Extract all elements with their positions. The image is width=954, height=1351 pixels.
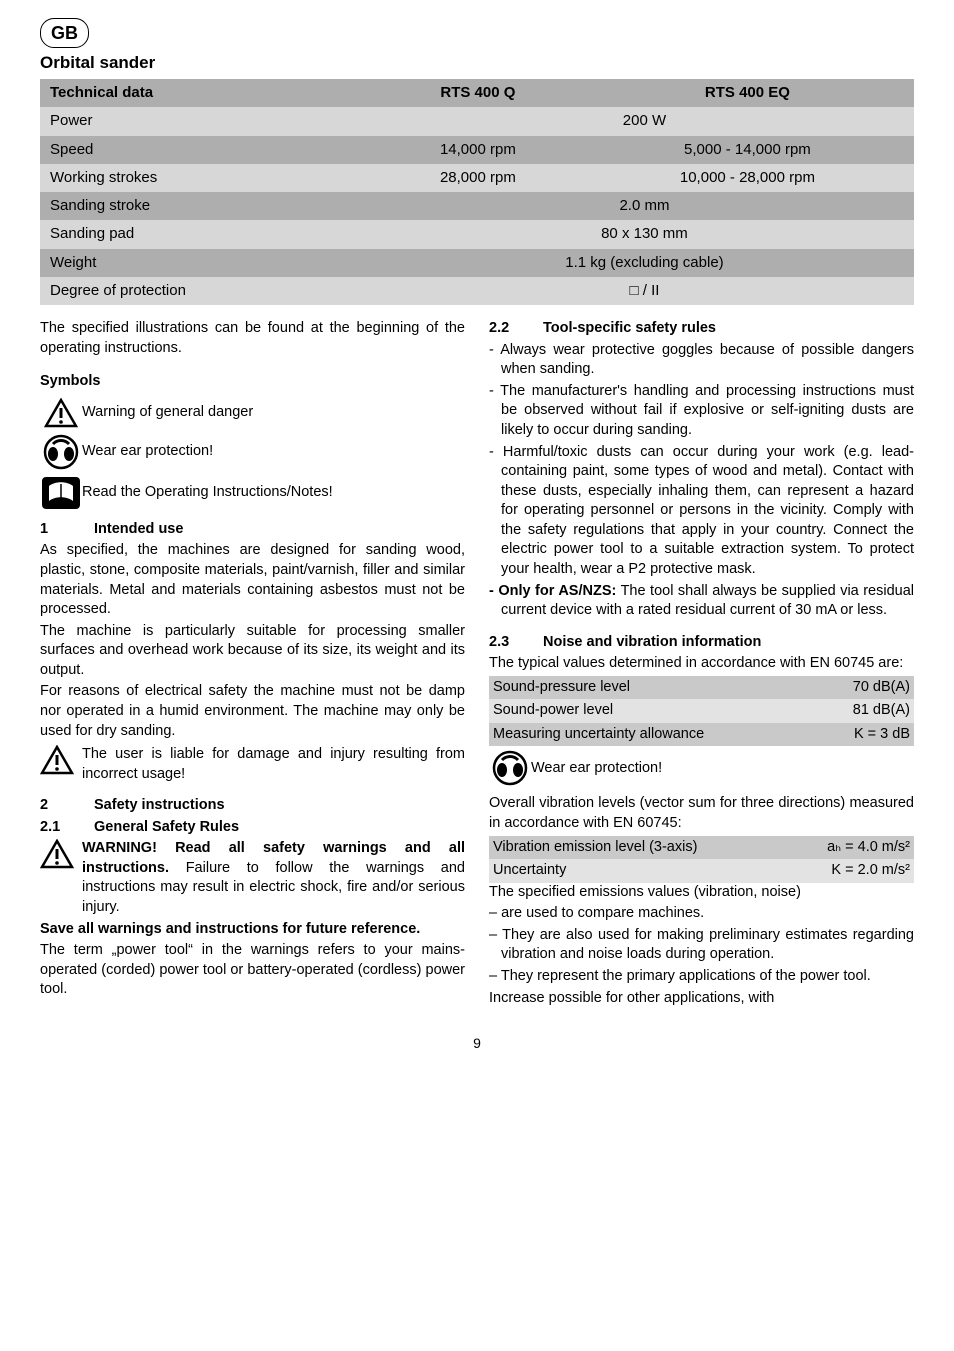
only-lead: - Only for AS/NZS: <box>489 583 616 599</box>
spec-row-value: 2.0 mm <box>375 192 914 220</box>
list-item: – are used to compare machines. <box>489 904 914 924</box>
spec-row-label: Power <box>40 107 375 135</box>
table-cell: Sound-pressure level <box>489 676 817 700</box>
spec-row-value: 28,000 rpm <box>375 164 581 192</box>
symbol-text: Wear ear protection! <box>82 442 465 462</box>
table-cell: Sound-power level <box>489 699 817 723</box>
spec-header-label: Technical data <box>40 79 375 107</box>
left-column: The specified illustrations can be found… <box>40 319 465 1010</box>
spec-row-label: Weight <box>40 249 375 277</box>
noise-table: Sound-pressure level70 dB(A) Sound-power… <box>489 676 914 747</box>
table-cell: 70 dB(A) <box>817 676 914 700</box>
ear-protection-text: Wear ear protection! <box>531 759 914 779</box>
list-item: – They represent the primary application… <box>489 967 914 987</box>
spec-row-value: 80 x 130 mm <box>375 220 914 248</box>
list-item: - Only for AS/NZS: The tool shall always… <box>489 582 914 621</box>
body-text: Overall vibration levels (vector sum for… <box>489 794 914 833</box>
symbol-text: Read the Operating Instructions/Notes! <box>82 483 465 503</box>
page-number: 9 <box>40 1034 914 1053</box>
section-number: 2.1 <box>40 818 94 838</box>
intro-text: The specified illustrations can be found… <box>40 319 465 358</box>
warning-triangle-icon <box>40 839 82 919</box>
warning-block: WARNING! Read all safety warnings and al… <box>82 839 465 917</box>
section-title: General Safety Rules <box>94 819 239 835</box>
table-cell: Measuring uncertainty allowance <box>489 723 817 747</box>
list-item: - The manufacturer's handling and proces… <box>489 382 914 441</box>
spec-row-value: 200 W <box>375 107 914 135</box>
list-item: - Always wear protective goggles because… <box>489 341 914 380</box>
section-number: 2.2 <box>489 319 543 339</box>
spec-row-value: □ / II <box>375 277 914 305</box>
ear-protection-icon <box>489 750 531 786</box>
warning-triangle-icon <box>40 745 82 786</box>
spec-row-label: Sanding stroke <box>40 192 375 220</box>
spec-header-model-b: RTS 400 EQ <box>581 79 914 107</box>
warning-triangle-icon <box>40 398 82 428</box>
save-instructions: Save all warnings and instructions for f… <box>40 920 465 940</box>
section-number: 2 <box>40 796 94 816</box>
spec-row-value: 10,000 - 28,000 rpm <box>581 164 914 192</box>
spec-table: Technical data RTS 400 Q RTS 400 EQ Powe… <box>40 79 914 305</box>
list-item: - Harmful/toxic dusts can occur during y… <box>489 443 914 580</box>
body-text: The specified emissions values (vibratio… <box>489 883 914 903</box>
symbol-text: Warning of general danger <box>82 403 465 423</box>
section-title: Noise and vibration information <box>543 634 761 650</box>
lang-badge: GB <box>40 18 89 48</box>
body-text: The term „power tool“ in the warnings re… <box>40 941 465 1000</box>
spec-row-label: Sanding pad <box>40 220 375 248</box>
spec-row-label: Speed <box>40 136 375 164</box>
table-cell: Uncertainty <box>489 859 787 883</box>
right-column: 2.2Tool-specific safety rules - Always w… <box>489 319 914 1010</box>
table-cell: aₕ = 4.0 m/s² <box>787 836 914 860</box>
body-text: The typical values determined in accorda… <box>489 654 914 674</box>
read-manual-icon <box>40 476 82 510</box>
section-number: 2.3 <box>489 633 543 653</box>
table-cell: K = 3 dB <box>817 723 914 747</box>
spec-row-value: 1.1 kg (excluding cable) <box>375 249 914 277</box>
spec-row-label: Degree of protection <box>40 277 375 305</box>
section-title: Intended use <box>94 521 183 537</box>
table-cell: 81 dB(A) <box>817 699 914 723</box>
spec-row-label: Working strokes <box>40 164 375 192</box>
section-number: 1 <box>40 520 94 540</box>
ear-protection-icon <box>40 434 82 470</box>
spec-header-model-a: RTS 400 Q <box>375 79 581 107</box>
vibration-table: Vibration emission level (3-axis)aₕ = 4.… <box>489 836 914 883</box>
body-text: As specified, the machines are designed … <box>40 541 465 619</box>
spec-row-value: 14,000 rpm <box>375 136 581 164</box>
body-text: For reasons of electrical safety the mac… <box>40 682 465 741</box>
table-cell: Vibration emission level (3-axis) <box>489 836 787 860</box>
product-title: Orbital sander <box>40 52 914 75</box>
symbols-heading: Symbols <box>40 372 465 392</box>
table-cell: K = 2.0 m/s² <box>787 859 914 883</box>
body-text: Increase possible for other applications… <box>489 989 914 1009</box>
spec-row-value: 5,000 - 14,000 rpm <box>581 136 914 164</box>
section-title: Tool-specific safety rules <box>543 320 716 336</box>
body-text: The machine is particularly suitable for… <box>40 622 465 681</box>
section-title: Safety instructions <box>94 797 225 813</box>
list-item: – They are also used for making prelimin… <box>489 926 914 965</box>
warning-text: The user is liable for damage and injury… <box>82 745 465 784</box>
